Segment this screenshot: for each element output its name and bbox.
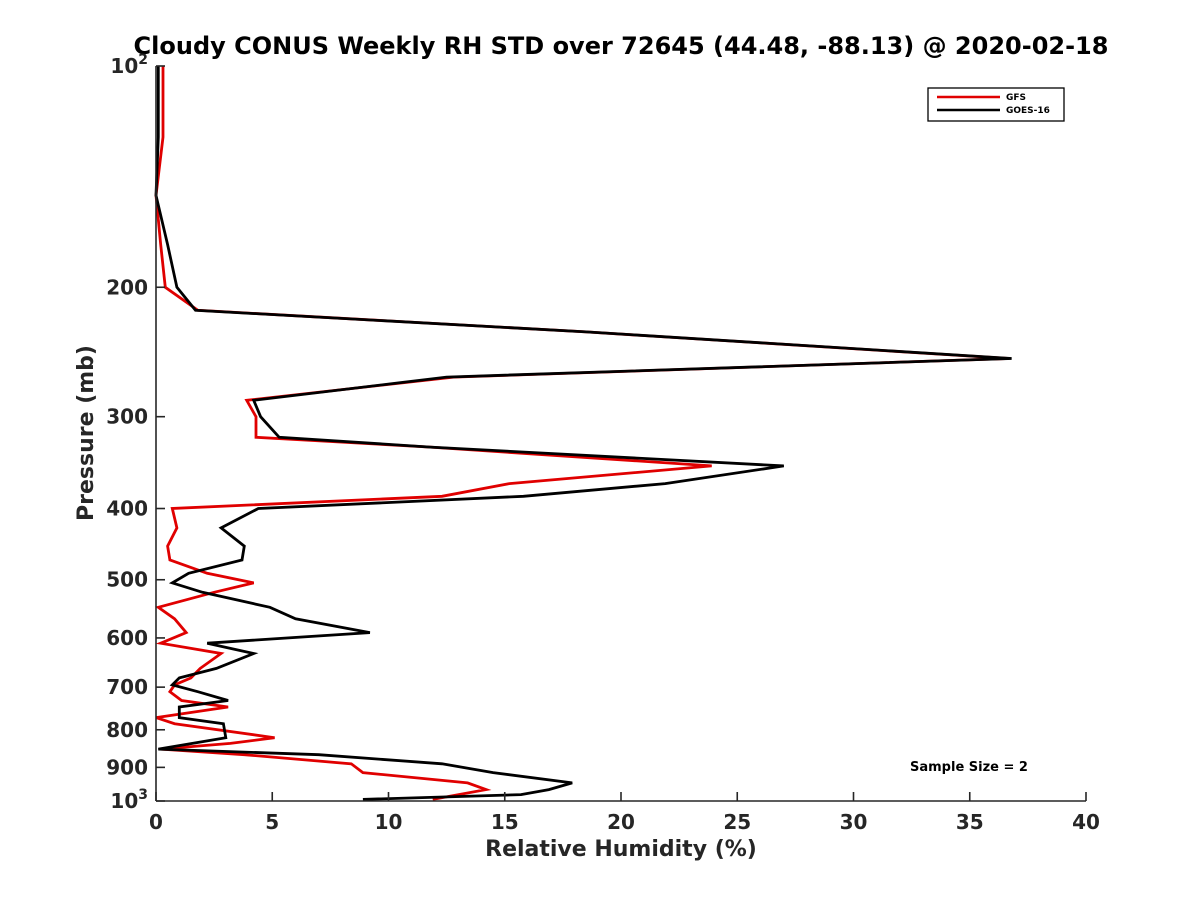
x-tick-label: 5	[265, 810, 279, 834]
y-tick-label: 800	[106, 718, 148, 742]
y-tick-label: 103	[110, 787, 148, 813]
x-tick-label: 15	[491, 810, 519, 834]
x-tick-label: 35	[956, 810, 984, 834]
y-tick-label: 400	[106, 497, 148, 521]
y-tick-label: 900	[106, 755, 148, 779]
y-tick-base: 10	[110, 54, 138, 78]
x-axis-label: Relative Humidity (%)	[485, 837, 757, 862]
chart-title: Cloudy CONUS Weekly RH STD over 72645 (4…	[134, 32, 1109, 60]
y-tick-label: 500	[106, 568, 148, 592]
series-layer	[154, 66, 1012, 801]
y-tick-base: 10	[110, 789, 138, 813]
legend: GFS GOES-16	[927, 87, 1065, 122]
x-tick-label: 0	[149, 810, 163, 834]
series-line-goes16	[154, 66, 1012, 801]
legend-label-goes16: GOES-16	[1006, 106, 1050, 116]
x-tick-label: 30	[840, 810, 868, 834]
y-axis-label: Pressure (mb)	[74, 345, 99, 521]
x-tick-label: 40	[1072, 810, 1100, 834]
x-tick-label: 20	[607, 810, 635, 834]
y-tick-label: 300	[106, 405, 148, 429]
y-tick-label: 200	[106, 275, 148, 299]
y-tick-exponent: 3	[138, 787, 148, 803]
x-tick-label: 10	[375, 810, 403, 834]
x-ticks: 0 5 10 15 20 25 30 35 40	[149, 792, 1100, 834]
sample-size-annotation: Sample Size = 2	[910, 760, 1028, 775]
legend-box	[927, 87, 1065, 122]
y-tick-label: 600	[106, 626, 148, 650]
y-tick-label: 102	[110, 52, 148, 78]
legend-label-gfs: GFS	[1006, 93, 1026, 103]
x-tick-label: 25	[723, 810, 751, 834]
y-tick-exponent: 2	[138, 52, 148, 68]
y-tick-label: 700	[106, 675, 148, 699]
